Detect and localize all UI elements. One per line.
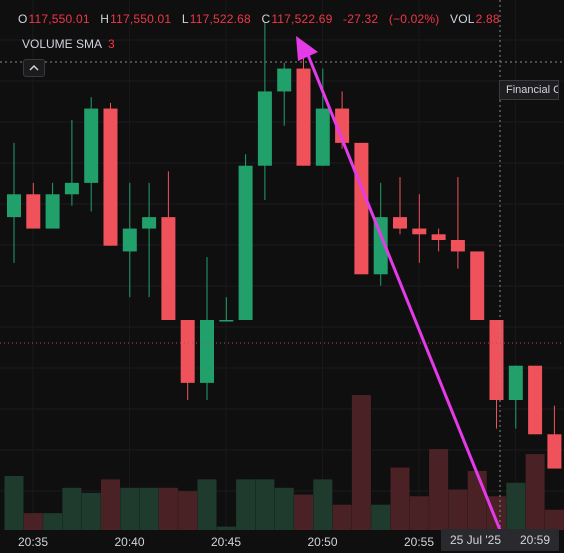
candle-body[interactable] xyxy=(373,217,388,275)
volume-bar xyxy=(525,454,545,530)
time-axis: 20:35 20:40 20:45 20:50 20:55 xyxy=(18,535,434,549)
volume-bar xyxy=(158,487,178,530)
collapse-legend-button[interactable] xyxy=(23,59,45,77)
candle-body[interactable] xyxy=(450,240,465,252)
volume-bar xyxy=(23,513,43,530)
volume-bar xyxy=(236,479,256,530)
volume-bar xyxy=(332,504,352,530)
candle-body[interactable] xyxy=(315,108,330,166)
time-tick-label: 20:35 xyxy=(18,535,48,549)
volume-bar xyxy=(313,479,333,530)
candle-body[interactable] xyxy=(200,320,214,383)
candle-body[interactable] xyxy=(470,251,485,320)
candle-body[interactable] xyxy=(508,365,523,400)
crosshair-time-label: 25 Jul '25 20:59 xyxy=(441,529,559,551)
volume-bar xyxy=(178,491,198,530)
volume-bar xyxy=(216,526,236,530)
volume-bar xyxy=(81,492,101,530)
volume-bar xyxy=(506,482,526,530)
candle-body[interactable] xyxy=(84,108,99,183)
candle-body[interactable] xyxy=(393,217,407,229)
volume-bar xyxy=(120,487,140,530)
volume-indicator-name: VOLUME SMA xyxy=(22,37,103,51)
vol-key: VOL xyxy=(450,12,475,26)
candle-body[interactable] xyxy=(219,320,234,322)
candle-body[interactable] xyxy=(354,142,369,275)
crosshair-date: 25 Jul '25 xyxy=(450,533,501,547)
candle-body[interactable] xyxy=(64,182,79,195)
low-key: L xyxy=(181,12,189,26)
close-key: C xyxy=(261,12,271,26)
candle-body[interactable] xyxy=(142,217,157,229)
volume-bar xyxy=(4,476,24,530)
candle-body[interactable] xyxy=(7,194,21,218)
candle-body[interactable] xyxy=(277,68,292,92)
volume-bar xyxy=(101,479,120,530)
close-value: 117,522.69 xyxy=(271,12,333,26)
volume-bar xyxy=(448,489,468,530)
change-value: -27.32 xyxy=(343,12,379,26)
volume-bar xyxy=(43,513,63,530)
candle-body[interactable] xyxy=(26,194,41,229)
time-tick-label: 20:50 xyxy=(307,535,337,549)
volume-bar xyxy=(274,487,294,530)
high-value: 117,550.01 xyxy=(110,12,172,26)
candle-body[interactable] xyxy=(528,365,543,435)
arrow-head xyxy=(296,36,318,61)
arrow-annotation[interactable] xyxy=(304,49,502,531)
volume-bar xyxy=(409,496,429,530)
volume-bar xyxy=(294,494,313,530)
open-key: O xyxy=(18,12,28,26)
candle-body[interactable] xyxy=(45,194,60,229)
candle-body[interactable] xyxy=(431,234,446,240)
volume-bar xyxy=(371,504,391,530)
ohlc-legend: O117,550.01 H117,550.01 L117,522.68 C117… xyxy=(18,12,507,26)
volume-indicator[interactable]: VOLUME SMA 3 xyxy=(22,37,115,51)
candle-body[interactable] xyxy=(547,434,562,469)
volume-bar xyxy=(429,449,449,530)
volume-bar xyxy=(62,487,82,530)
candle-body[interactable] xyxy=(489,320,504,400)
volume-bar xyxy=(351,395,371,530)
crosshair-time: 20:59 xyxy=(520,533,551,547)
chart-tooltip: Financial Chart xyxy=(499,80,559,100)
high-key: H xyxy=(100,12,110,26)
low-value: 117,522.68 xyxy=(189,12,251,26)
volume-bar xyxy=(487,496,506,530)
candle-body[interactable] xyxy=(103,108,118,246)
volume-bar xyxy=(467,470,487,530)
time-tick-label: 20:40 xyxy=(114,535,144,549)
candle-body[interactable] xyxy=(412,228,427,235)
candle-body[interactable] xyxy=(238,165,253,320)
candle-body[interactable] xyxy=(122,228,137,252)
time-tick-label: 20:55 xyxy=(404,535,434,549)
candle-body[interactable] xyxy=(257,91,272,166)
vol-value: 2.88 xyxy=(475,12,500,26)
time-tick-label: 20:45 xyxy=(211,535,241,549)
volume-bars xyxy=(4,395,564,530)
volume-bar xyxy=(255,479,275,530)
volume-bar xyxy=(544,509,564,530)
volume-indicator-value: 3 xyxy=(108,37,115,51)
volume-bar xyxy=(390,467,410,530)
volume-bar xyxy=(139,487,159,530)
chevron-up-icon xyxy=(29,64,39,71)
change-percent: (−0.02%) xyxy=(388,12,440,26)
open-value: 117,550.01 xyxy=(28,12,90,26)
volume-bar xyxy=(197,479,217,530)
candle-body[interactable] xyxy=(161,217,176,320)
candles xyxy=(7,22,562,469)
candle-body[interactable] xyxy=(180,320,195,383)
candle-body[interactable] xyxy=(296,68,311,166)
